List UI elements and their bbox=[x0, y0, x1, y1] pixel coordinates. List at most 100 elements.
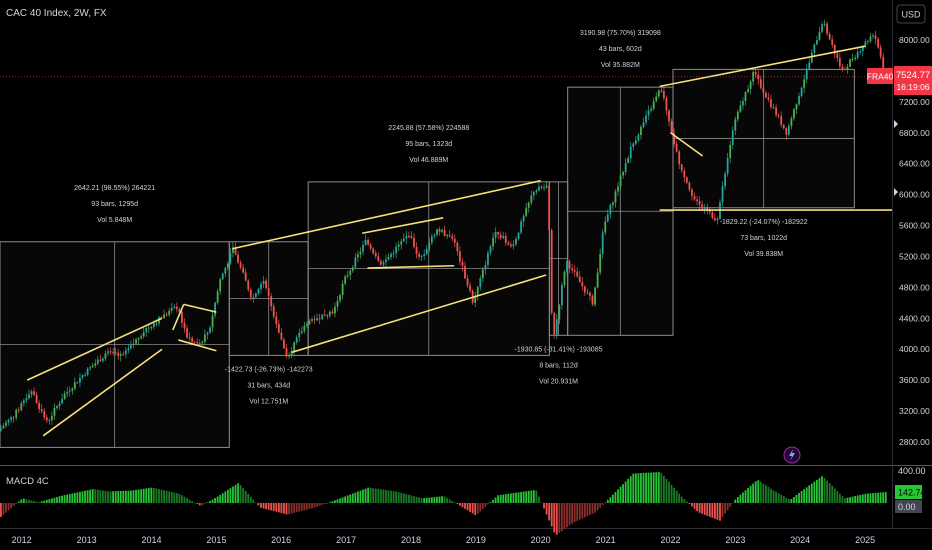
currency-button[interactable] bbox=[896, 4, 926, 24]
candle-body bbox=[357, 254, 359, 258]
candle-body bbox=[872, 35, 874, 37]
candle-body bbox=[844, 69, 846, 71]
macd-bar bbox=[405, 494, 408, 503]
candle-body bbox=[321, 314, 324, 320]
macd-bar bbox=[604, 502, 607, 504]
macd-bar bbox=[474, 503, 477, 516]
candle-body bbox=[318, 318, 321, 320]
candle-body bbox=[640, 126, 642, 135]
candle-body bbox=[43, 411, 46, 418]
macd-bar bbox=[637, 473, 640, 503]
candle-body bbox=[780, 116, 783, 125]
macd-bar bbox=[438, 496, 441, 503]
trendline bbox=[232, 179, 541, 250]
macd-bar bbox=[415, 496, 418, 503]
candle-body bbox=[392, 253, 395, 255]
candle-body bbox=[538, 186, 540, 191]
scale-arrow-icon[interactable] bbox=[894, 120, 898, 128]
macd-bar bbox=[670, 484, 673, 503]
macd-bar bbox=[270, 503, 273, 511]
macd-bar bbox=[545, 503, 548, 515]
candle-body bbox=[591, 295, 594, 305]
candle-body bbox=[487, 252, 489, 265]
candle-body bbox=[798, 95, 800, 105]
candle-body bbox=[810, 52, 813, 63]
scale-arrow-icon[interactable] bbox=[894, 188, 898, 196]
candle-body bbox=[142, 332, 145, 337]
macd-bar bbox=[550, 503, 553, 527]
macd-bar bbox=[68, 494, 71, 503]
candle-body bbox=[249, 289, 252, 298]
candle-body bbox=[469, 285, 471, 291]
candle-body bbox=[107, 351, 109, 354]
candle-body bbox=[525, 207, 528, 216]
candle-body bbox=[767, 97, 770, 100]
macd-bar bbox=[66, 494, 69, 503]
candle-body bbox=[879, 47, 882, 57]
macd-bar bbox=[530, 490, 533, 503]
candle-body bbox=[813, 44, 816, 53]
macd-bar bbox=[112, 491, 114, 503]
macd-bar bbox=[119, 490, 122, 503]
macd-bar bbox=[627, 478, 630, 503]
macd-bar bbox=[341, 497, 344, 503]
candle-body bbox=[515, 238, 517, 245]
macd-bar bbox=[759, 481, 762, 503]
candle-body bbox=[377, 256, 380, 261]
macd-bar bbox=[51, 498, 53, 503]
candle-body bbox=[420, 255, 423, 257]
macd-bar bbox=[336, 499, 339, 503]
candle-body bbox=[703, 206, 706, 209]
macd-title[interactable]: MACD 4C bbox=[6, 476, 49, 487]
candle-body bbox=[204, 334, 206, 342]
candle-body bbox=[30, 391, 33, 395]
macd-bar bbox=[479, 503, 482, 512]
candle-body bbox=[566, 261, 568, 272]
candle-body bbox=[339, 295, 341, 301]
macd-bar bbox=[872, 493, 874, 503]
candle-body bbox=[772, 107, 775, 109]
candle-body bbox=[94, 363, 97, 366]
symbol-title[interactable]: CAC 40 Index, 2W, FX bbox=[6, 8, 107, 19]
macd-bar bbox=[576, 503, 579, 521]
macd-bar bbox=[726, 503, 729, 511]
macd-bar bbox=[716, 503, 719, 520]
macd-bar bbox=[711, 503, 714, 518]
candle-body bbox=[823, 23, 826, 25]
candle-body bbox=[2, 425, 5, 429]
macd-bar bbox=[28, 499, 30, 503]
macd-bar bbox=[734, 499, 737, 503]
macd-bar bbox=[122, 490, 125, 503]
candle-body bbox=[711, 212, 714, 218]
macd-bar bbox=[5, 503, 7, 513]
candle-body bbox=[96, 359, 99, 364]
candle-body bbox=[206, 332, 209, 335]
macd-bar bbox=[736, 496, 739, 503]
candle-body bbox=[267, 287, 270, 297]
macd-bar bbox=[53, 497, 56, 503]
macd-bar bbox=[91, 489, 94, 503]
time-axis[interactable]: 2012 2013 2014 2015 2016 2017 2018 2019 2020 2021… bbox=[12, 535, 876, 545]
measure-annotation-line: 3190.98 (75.70%) 319098 bbox=[580, 30, 661, 37]
macd-bar bbox=[708, 503, 711, 517]
candle-body bbox=[323, 314, 326, 316]
candle-body bbox=[609, 204, 612, 215]
macd-bar bbox=[828, 483, 831, 503]
candle-body bbox=[283, 339, 285, 349]
candle-body bbox=[226, 263, 229, 268]
price-tick-label: 3600.00 bbox=[899, 375, 930, 385]
candle-body bbox=[216, 291, 219, 303]
candle-body bbox=[334, 306, 336, 314]
candle-body bbox=[410, 236, 413, 238]
macd-bar bbox=[757, 480, 760, 503]
candle-body bbox=[102, 358, 104, 361]
macd-bar bbox=[45, 499, 48, 503]
candle-body bbox=[849, 59, 851, 67]
candle-body bbox=[438, 229, 441, 232]
macd-bar bbox=[441, 496, 443, 503]
candle-body bbox=[489, 246, 492, 253]
candle-body bbox=[135, 339, 137, 344]
macd-bar bbox=[306, 503, 308, 510]
candle-body bbox=[494, 232, 497, 238]
